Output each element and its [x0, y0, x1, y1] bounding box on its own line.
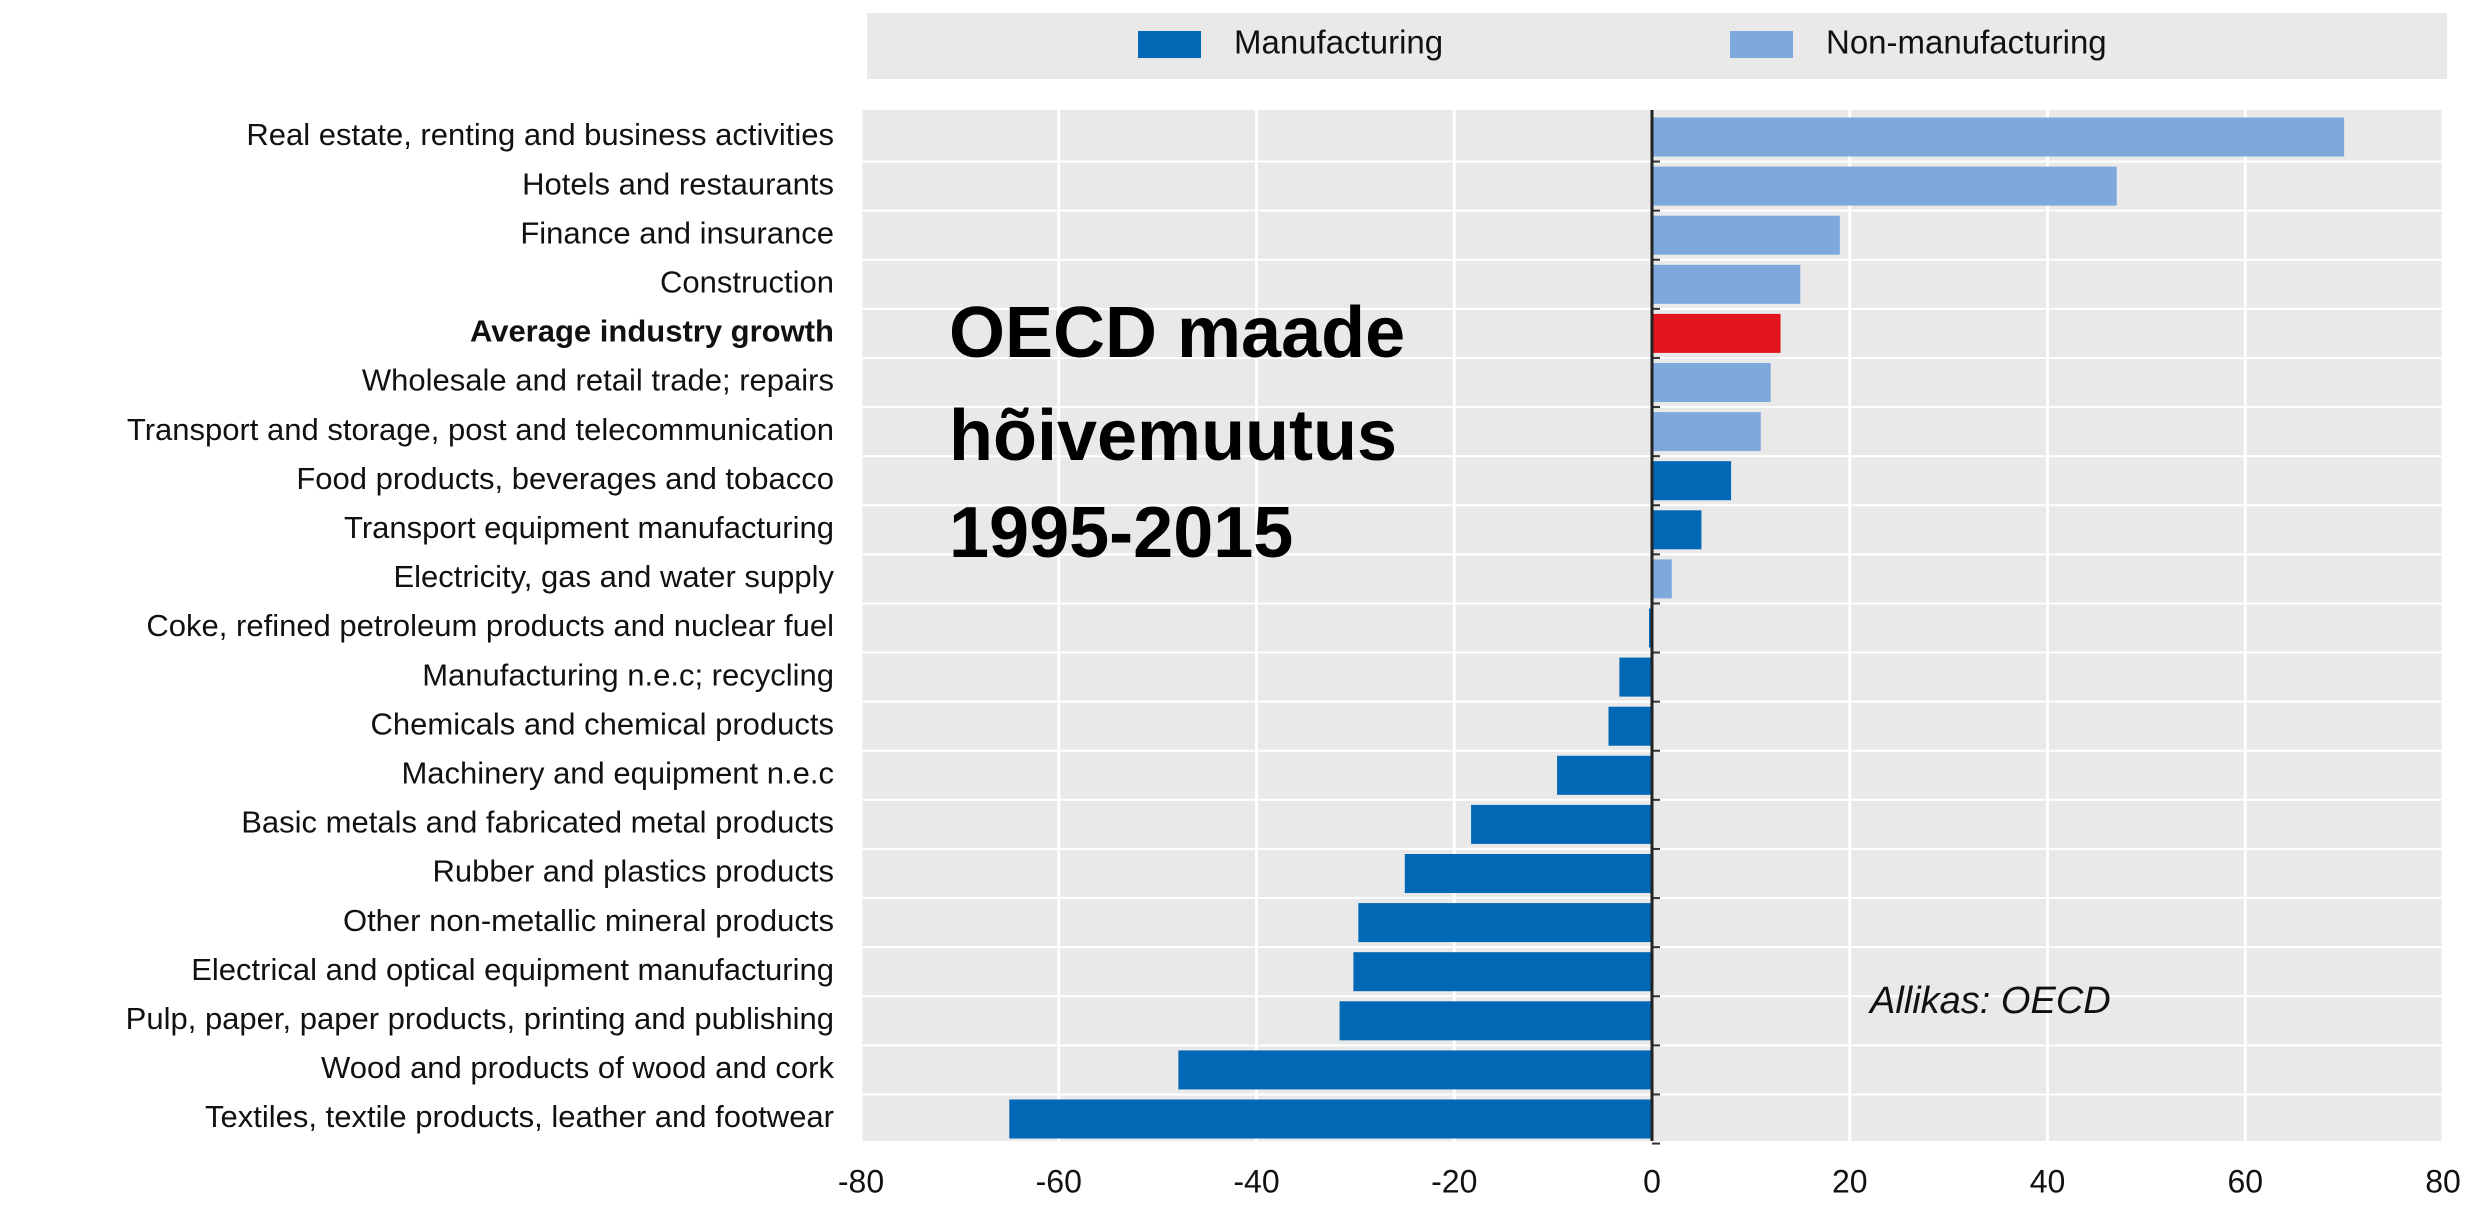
bar	[1471, 804, 1652, 844]
bar	[1358, 903, 1652, 943]
bar	[1009, 1099, 1652, 1139]
legend-label: Non-manufacturing	[1826, 24, 2107, 61]
y-tick-label: Chemicals and chemical products	[371, 706, 835, 741]
y-tick-label: Construction	[660, 264, 834, 299]
bar	[1652, 313, 1781, 353]
y-tick-label: Wholesale and retail trade; repairs	[362, 363, 834, 398]
source-note: Allikas: OECD	[1868, 980, 2111, 1022]
x-tick-label: -60	[1036, 1163, 1082, 1199]
legend-swatch	[1138, 31, 1201, 58]
x-tick-label: 0	[1643, 1163, 1661, 1199]
bar	[1652, 559, 1672, 599]
bar	[1652, 412, 1761, 452]
bar	[1353, 952, 1652, 992]
y-tick-label: Food products, beverages and tobacco	[296, 461, 834, 496]
bar	[1652, 166, 2117, 206]
y-tick-label: Electrical and optical equipment manufac…	[191, 952, 834, 987]
bar	[1652, 510, 1702, 550]
y-tick-label: Machinery and equipment n.e.c	[401, 755, 834, 790]
bar	[1652, 461, 1732, 501]
bar	[1619, 657, 1652, 697]
y-tick-label: Textiles, textile products, leather and …	[205, 1099, 834, 1134]
labels: -80 -60 -40 -20 0 20 40 60 80 Real estate, rentin…	[126, 117, 2461, 1199]
bar	[1557, 755, 1652, 795]
y-tick-label: Manufacturing n.e.c; recycling	[422, 657, 834, 692]
y-tick-label: Other non-metallic mineral products	[343, 903, 834, 938]
y-tick-label: Pulp, paper, paper products, printing an…	[126, 1001, 834, 1036]
y-tick-label: Coke, refined petroleum products and nuc…	[146, 608, 834, 643]
x-tick-label: -40	[1233, 1163, 1279, 1199]
legend-background	[867, 13, 2447, 79]
y-tick-label: Transport and storage, post and telecomm…	[127, 412, 834, 447]
y-tick-label: Transport equipment manufacturing	[344, 510, 834, 545]
x-tick-label: 40	[2030, 1163, 2066, 1199]
bars	[1009, 110, 2345, 1145]
overlay-title: 1995-2015	[949, 493, 1293, 573]
bar	[1339, 1001, 1652, 1041]
bar	[1608, 706, 1652, 746]
x-tick-label: 60	[2227, 1163, 2263, 1199]
y-tick-label: Hotels and restaurants	[522, 166, 834, 201]
bar	[1652, 117, 2345, 157]
y-tick-label: Real estate, renting and business activi…	[246, 117, 834, 152]
x-tick-label: 80	[2425, 1163, 2461, 1199]
y-tick-label: Rubber and plastics products	[432, 854, 834, 889]
y-tick-label: Wood and products of wood and cork	[321, 1050, 834, 1085]
bar	[1652, 264, 1801, 304]
bar	[1404, 854, 1652, 893]
x-tick-label: -80	[838, 1163, 884, 1199]
legend-label: Manufacturing	[1234, 24, 1443, 61]
x-tick-label: -20	[1431, 1163, 1477, 1199]
bar	[1652, 215, 1840, 255]
overlay-title: hõivemuutus	[949, 396, 1397, 476]
overlay-title: OECD maade	[949, 293, 1405, 373]
y-tick-label: Average industry growth	[470, 314, 834, 349]
x-tick-label: 20	[1832, 1163, 1868, 1199]
y-tick-label: Basic metals and fabricated metal produc…	[241, 805, 834, 840]
bar	[1178, 1050, 1652, 1090]
y-tick-label: Electricity, gas and water supply	[393, 559, 834, 594]
y-tick-label: Finance and insurance	[520, 215, 834, 250]
legend-swatch	[1730, 31, 1793, 58]
bar	[1652, 363, 1771, 402]
